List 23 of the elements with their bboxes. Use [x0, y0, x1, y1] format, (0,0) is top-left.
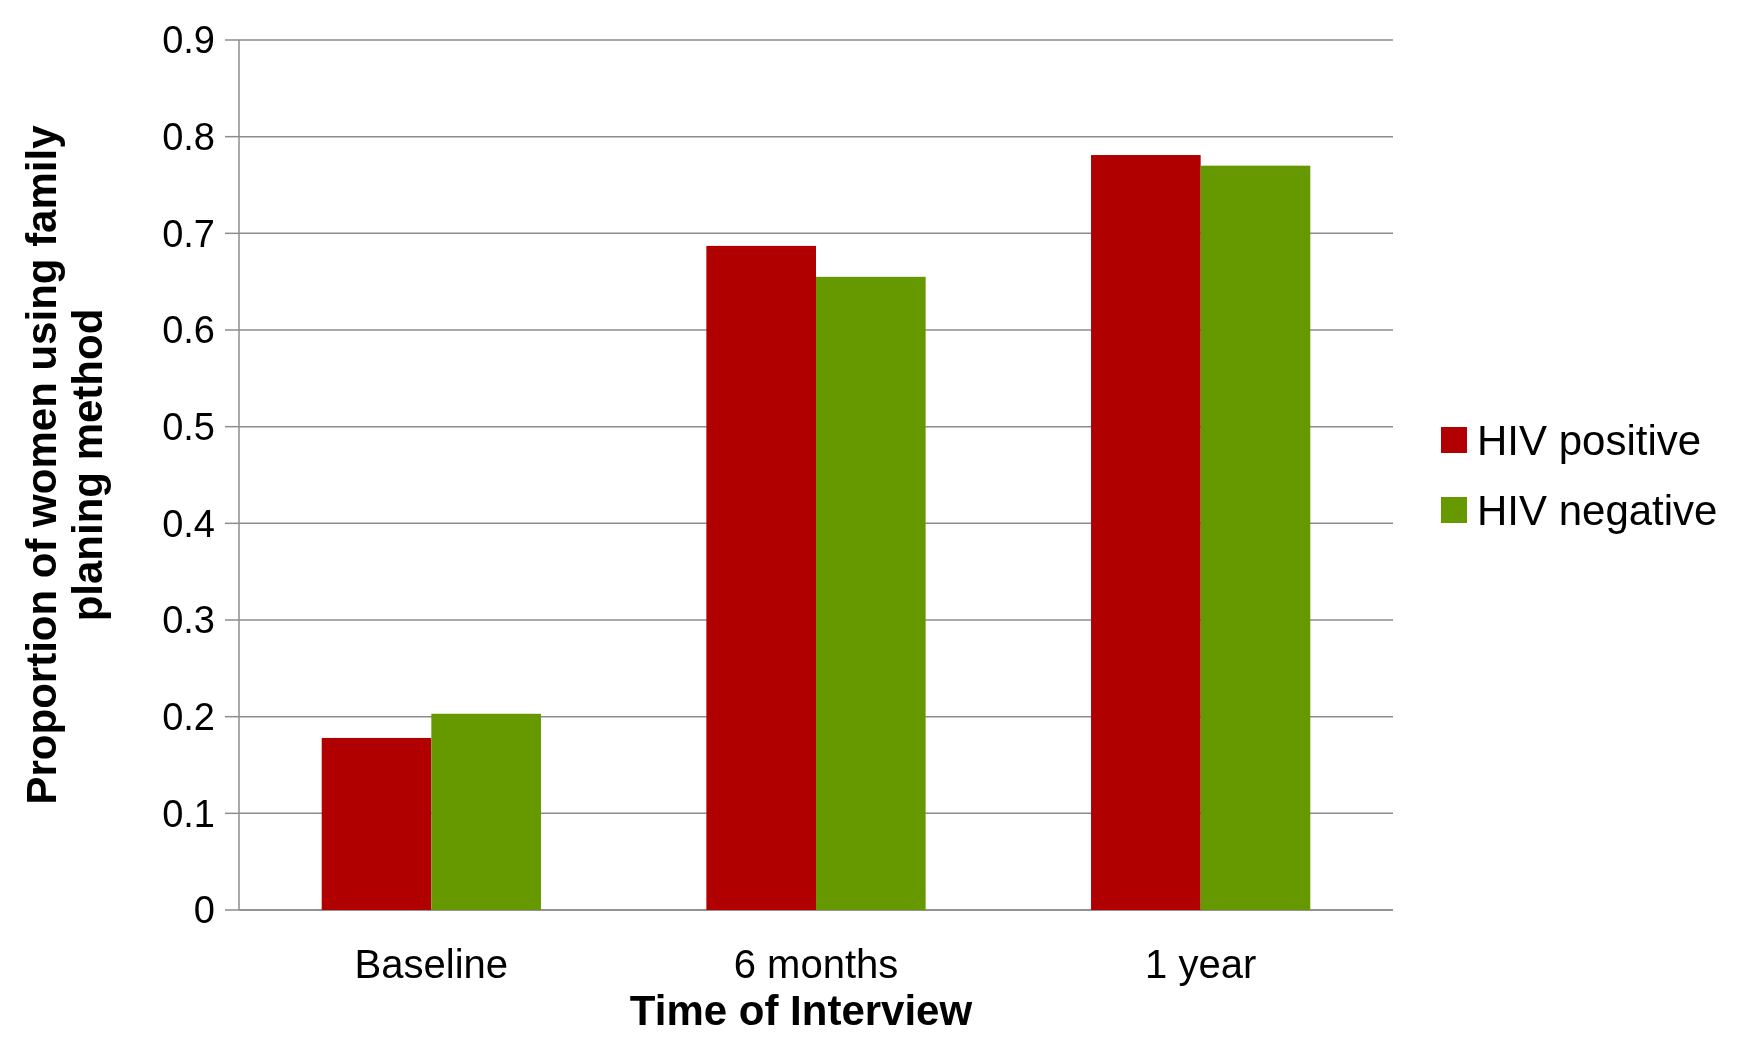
- y-axis-title: Proportion of women using family planing method: [18, 124, 111, 805]
- y-tick-label: 0.9: [162, 19, 215, 62]
- bar: [1200, 165, 1311, 910]
- y-tick-label: 0.3: [162, 599, 215, 642]
- x-axis-title: Time of Interview: [629, 987, 973, 1034]
- y-tick-label: 0.5: [162, 405, 215, 448]
- bar: [431, 713, 541, 910]
- y-tick-label: 0.1: [162, 792, 215, 835]
- bar: [706, 245, 816, 910]
- legend-label: HIV negative: [1477, 486, 1718, 534]
- legend-label: HIV positive: [1477, 416, 1702, 464]
- y-tick-label: 0.7: [162, 212, 215, 255]
- y-tick-label: 0.4: [162, 502, 215, 545]
- bar: [1091, 155, 1201, 910]
- x-tick-label: 6 months: [733, 942, 899, 986]
- y-tick-label: 0.6: [162, 309, 215, 352]
- y-tick-label: 0: [193, 889, 215, 932]
- y-tick-label: 0.2: [162, 695, 215, 738]
- x-tick-label: Baseline: [354, 942, 509, 986]
- bar: [816, 276, 926, 910]
- x-tick-label: 1 year: [1145, 942, 1257, 986]
- y-tick-label: 0.8: [162, 115, 215, 158]
- bar: [321, 737, 432, 910]
